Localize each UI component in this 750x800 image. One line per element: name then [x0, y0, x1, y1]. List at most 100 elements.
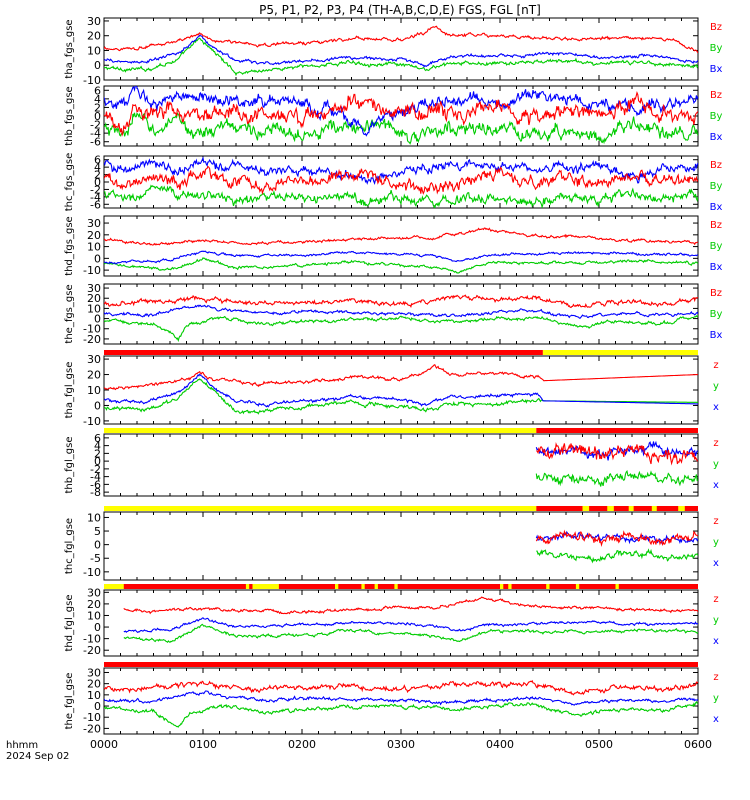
legend-x: x: [713, 636, 719, 647]
y-tick-label: -5: [90, 552, 101, 565]
series-y-line: [104, 111, 698, 145]
series-z-line: [104, 679, 698, 696]
time-axis-date: 2024 Sep 02: [6, 751, 69, 762]
legend-x: Bx: [710, 202, 723, 213]
time-axis: 0000 0100 0200 0300 0400 0500 0600: [90, 738, 712, 751]
legend-y: y: [713, 693, 719, 704]
series-x-line: [104, 304, 698, 319]
legend-z: Bz: [710, 160, 722, 171]
quality-bar-segment: [508, 584, 512, 589]
y-tick-label: 6: [94, 154, 101, 167]
y-tick-label: 20: [87, 369, 101, 382]
legend-z: z: [713, 516, 718, 527]
legend-x: Bx: [710, 330, 723, 341]
panel-frame: [103, 215, 699, 277]
legend-y: y: [713, 615, 719, 626]
figure-title: P5, P1, P2, P3, P4 (TH-A,B,C,D,E) FGS, F…: [259, 3, 541, 17]
quality-bar-segment: [536, 506, 698, 511]
series-z-line: [536, 442, 698, 466]
quality-bar-segment: [374, 584, 378, 589]
quality-bar-segment: [104, 662, 698, 667]
time-tick-label: 0000: [90, 738, 118, 751]
y-tick-label: 10: [87, 241, 101, 254]
y-tick-label: -6: [90, 478, 101, 491]
legend-x: Bx: [710, 262, 723, 273]
legend-z: Bz: [710, 220, 722, 231]
y-tick-label: 30: [87, 586, 101, 599]
panel-label: tha_fgl_gse: [64, 362, 75, 419]
time-tick-label: 0600: [684, 738, 712, 751]
y-tick-label: 30: [87, 15, 101, 28]
series-y-line: [104, 378, 698, 415]
panel-frame: [103, 589, 699, 657]
y-tick-label: 6: [94, 84, 101, 97]
quality-bar-segment: [536, 428, 698, 433]
y-tick-label: -4: [90, 191, 101, 204]
quality-bar-segment: [500, 584, 504, 589]
legend-z: z: [713, 594, 718, 605]
panel-frame: [103, 511, 699, 581]
y-tick-label: -8: [90, 486, 101, 499]
series-y-line: [535, 470, 698, 487]
quality-bar-segment: [104, 584, 698, 589]
y-tick-label: 10: [87, 384, 101, 397]
quality-bar-segment: [546, 584, 550, 589]
panel-label: thb_fgl_gse: [64, 437, 75, 494]
legend-z: z: [713, 672, 718, 683]
legend-z: Bz: [710, 90, 722, 101]
legend-x: Bx: [710, 132, 723, 143]
series-z-line: [123, 596, 698, 615]
quality-bar-segment: [361, 584, 365, 589]
legend-x: Bx: [710, 64, 723, 75]
y-tick-label: 0: [94, 59, 101, 72]
y-tick-label: 30: [87, 282, 101, 295]
y-tick-label: -4: [90, 471, 101, 484]
time-tick-label: 0500: [585, 738, 613, 751]
quality-bar-segment: [575, 584, 580, 589]
series-y-line: [123, 623, 698, 644]
y-tick-label: -6: [90, 136, 101, 149]
series-y-line: [104, 700, 698, 728]
legend-y: By: [710, 181, 723, 192]
series-z-line: [104, 90, 698, 137]
series-y-line: [536, 548, 698, 564]
series-x-line: [104, 156, 698, 186]
quality-bar-segment: [615, 584, 619, 589]
series-z-line: [104, 294, 698, 309]
panel-frame: [103, 355, 699, 425]
quality-bar-segment: [104, 506, 537, 511]
y-tick-label: 0: [94, 399, 101, 412]
y-tick-label: -10: [83, 711, 101, 724]
panel-label: thd_fgs_gse: [64, 216, 75, 275]
y-tick-label: 10: [87, 44, 101, 57]
y-tick-label: 4: [94, 440, 101, 453]
legend-x: x: [713, 558, 719, 569]
y-tick-label: 2: [94, 101, 101, 114]
y-tick-label: 30: [87, 666, 101, 679]
legend-z: z: [713, 438, 718, 449]
series-y-line: [104, 184, 698, 208]
panel-label: the_fgs_gse: [64, 284, 75, 343]
panel-frame: [103, 17, 699, 81]
quality-bar-segment: [607, 506, 614, 511]
quality-bar-segment: [678, 506, 685, 511]
series-x-line: [104, 250, 698, 265]
panel-label: thc_fgl_gse: [64, 518, 75, 574]
series-z-line: [535, 529, 698, 548]
y-tick-label: 5: [94, 525, 101, 538]
series-y-line: [104, 257, 698, 274]
y-tick-label: -20: [83, 644, 101, 657]
legend-x: x: [713, 402, 719, 413]
y-tick-label: 30: [87, 353, 101, 366]
quality-bar-segment: [582, 506, 590, 511]
y-tick-label: -10: [83, 633, 101, 646]
y-tick-label: 4: [94, 93, 101, 106]
quality-bar-segment: [628, 506, 634, 511]
quality-bar-segment: [651, 506, 657, 511]
y-tick-label: -10: [83, 323, 101, 336]
